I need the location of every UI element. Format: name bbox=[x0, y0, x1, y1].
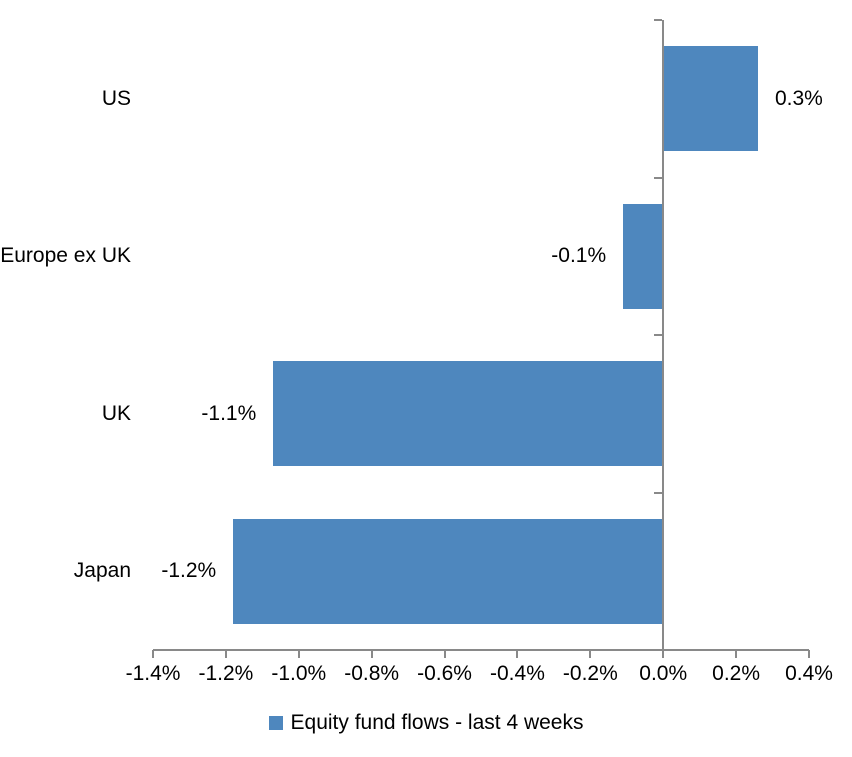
x-tick bbox=[589, 650, 592, 658]
category-label: Japan bbox=[73, 559, 131, 583]
y-tick bbox=[654, 334, 663, 336]
x-tick bbox=[662, 650, 665, 658]
x-tick bbox=[516, 650, 519, 658]
y-tick bbox=[654, 176, 663, 179]
value-axis-labels: -1.4% -1.2% -1.0% -0.8% -0.6% -0.4% -0.2% 0.0% 0… bbox=[126, 662, 833, 688]
x-tick-label: 0.0% bbox=[639, 662, 688, 685]
bar-value-label: 0.3% bbox=[774, 86, 823, 110]
x-tick bbox=[808, 650, 810, 658]
x-tick bbox=[297, 650, 300, 658]
bar bbox=[273, 361, 664, 467]
x-tick-label: 0.4% bbox=[785, 662, 833, 685]
zero-axis-line bbox=[662, 20, 665, 658]
category-label: US bbox=[101, 86, 131, 110]
y-tick bbox=[654, 649, 663, 651]
legend-swatch bbox=[268, 716, 283, 730]
plot-area: 0.3% -0.1% -1.1% -1.2% bbox=[152, 19, 823, 658]
category-label: UK bbox=[101, 401, 131, 425]
x-tick-label: -0.4% bbox=[490, 662, 545, 685]
x-tick-label: -0.8% bbox=[344, 662, 400, 685]
bar bbox=[663, 46, 758, 152]
x-tick bbox=[443, 650, 446, 658]
x-tick-label: -0.2% bbox=[562, 662, 618, 685]
category-label: Europe ex UK bbox=[0, 244, 131, 268]
x-tick bbox=[224, 650, 227, 658]
legend-label: Equity fund flows - last 4 weeks bbox=[290, 711, 584, 734]
x-tick-label: -1.4% bbox=[125, 662, 181, 685]
x-tick-label: -1.0% bbox=[271, 662, 327, 685]
y-tick bbox=[654, 491, 663, 494]
x-tick-label: -1.2% bbox=[198, 662, 254, 685]
x-tick-label: 0.2% bbox=[712, 662, 761, 685]
bar bbox=[623, 203, 664, 309]
bar-value-label: -1.2% bbox=[161, 559, 217, 583]
x-tick bbox=[152, 650, 154, 658]
bar-value-label: -1.1% bbox=[201, 401, 257, 425]
bar bbox=[233, 518, 664, 624]
x-axis-line bbox=[153, 649, 809, 651]
x-tick bbox=[735, 650, 738, 658]
x-tick bbox=[370, 650, 373, 658]
legend: Equity fund flows - last 4 weeks bbox=[0, 711, 852, 735]
category-axis-labels: US Europe ex UK UK Japan bbox=[0, 20, 131, 650]
x-tick-label: -0.6% bbox=[417, 662, 472, 685]
y-tick bbox=[654, 19, 663, 21]
bar-value-label: -0.1% bbox=[551, 244, 607, 268]
